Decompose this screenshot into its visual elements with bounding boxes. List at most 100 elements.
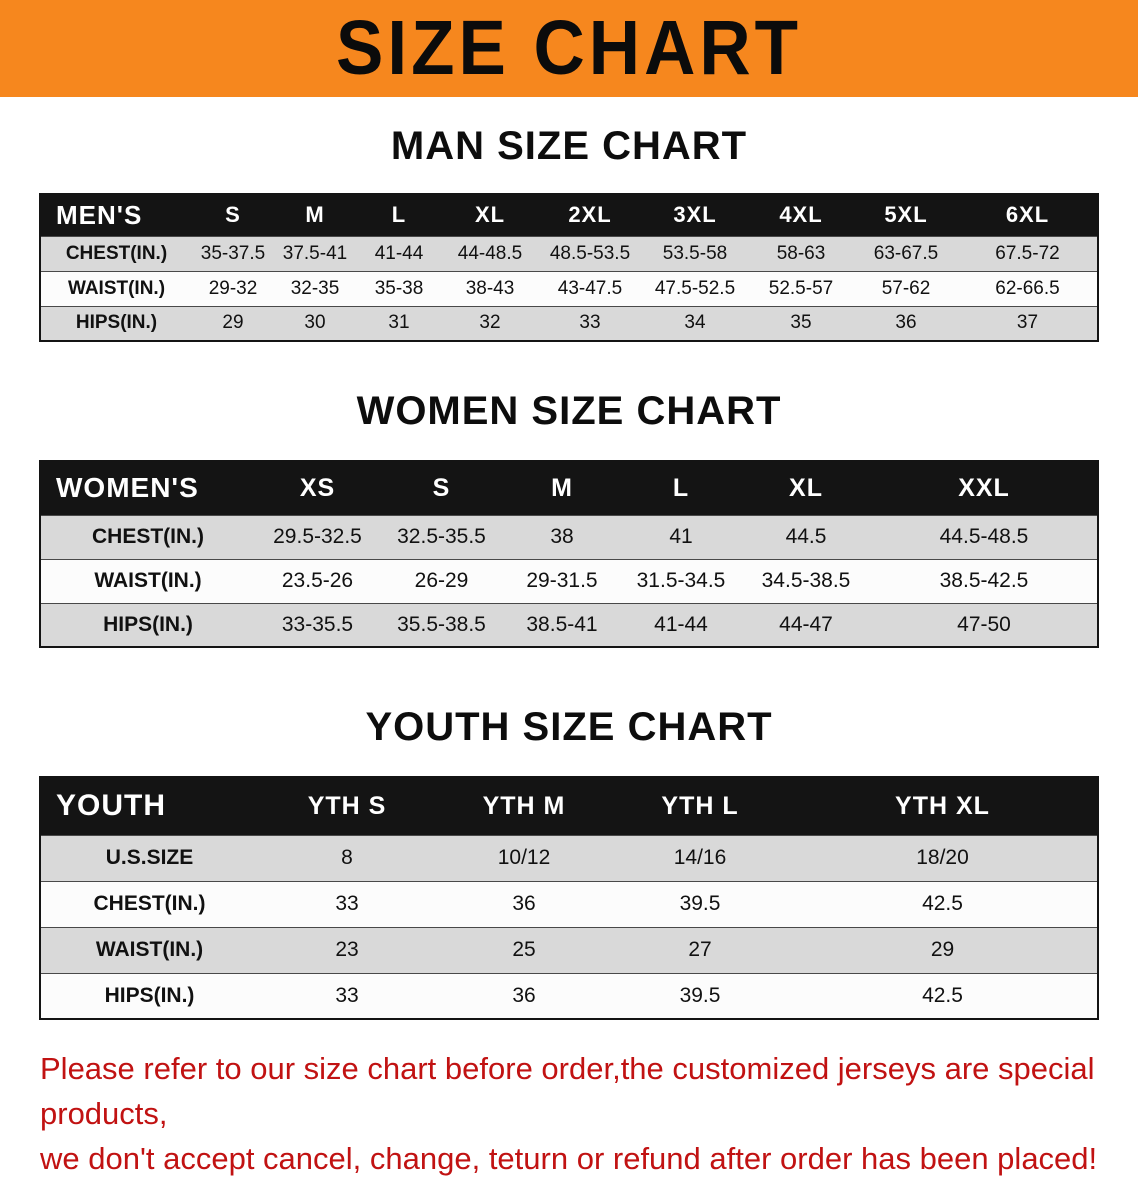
- youth-col-s: YTH S: [258, 776, 436, 836]
- size-cell: 33: [538, 305, 642, 342]
- size-cell: 34.5-38.5: [741, 558, 871, 604]
- size-cell: 31: [356, 305, 442, 342]
- row-label: HIPS(IN.): [40, 305, 192, 342]
- men-col-xl: XL: [442, 193, 538, 237]
- size-cell: 38-43: [442, 270, 538, 307]
- row-label: CHEST(IN.): [40, 880, 258, 928]
- women-header-row: WOMEN'S XS S M L XL XXL: [40, 460, 1098, 516]
- size-cell: 18/20: [788, 834, 1098, 882]
- youth-size-table: YOUTH YTH S YTH M YTH L YTH XL U.S.SIZE …: [39, 776, 1099, 1020]
- men-col-5xl: 5XL: [854, 193, 958, 237]
- size-cell: 35-37.5: [192, 235, 274, 272]
- row-label: HIPS(IN.): [40, 972, 258, 1020]
- youth-section-heading: YOUTH SIZE CHART: [365, 705, 773, 749]
- banner: SIZE CHART: [0, 0, 1138, 97]
- men-col-2xl: 2XL: [538, 193, 642, 237]
- size-cell: 44.5: [741, 514, 871, 560]
- size-cell: 52.5-57: [748, 270, 854, 307]
- women-chest-row: CHEST(IN.) 29.5-32.5 32.5-35.5 38 41 44.…: [40, 514, 1098, 560]
- size-cell: 29: [192, 305, 274, 342]
- size-cell: 44.5-48.5: [871, 514, 1098, 560]
- size-cell: 62-66.5: [958, 270, 1098, 307]
- men-header-row: MEN'S S M L XL 2XL 3XL 4XL 5XL 6XL: [40, 193, 1098, 237]
- size-cell: 31.5-34.5: [621, 558, 741, 604]
- size-cell: 58-63: [748, 235, 854, 272]
- disclaimer-line-1: Please refer to our size chart before or…: [40, 1051, 1095, 1131]
- size-cell: 36: [436, 880, 612, 928]
- women-col-xs: XS: [255, 460, 380, 516]
- size-cell: 42.5: [788, 880, 1098, 928]
- women-section-heading: WOMEN SIZE CHART: [356, 389, 782, 433]
- women-col-s: S: [380, 460, 503, 516]
- row-label: WAIST(IN.): [40, 926, 258, 974]
- size-cell: 35-38: [356, 270, 442, 307]
- row-label: WAIST(IN.): [40, 558, 255, 604]
- men-hips-row: HIPS(IN.) 29 30 31 32 33 34 35 36 37: [40, 305, 1098, 342]
- size-cell: 41-44: [356, 235, 442, 272]
- disclaimer-line-2: we don't accept cancel, change, teturn o…: [40, 1141, 1098, 1176]
- size-cell: 38: [503, 514, 621, 560]
- size-cell: 38.5-41: [503, 602, 621, 648]
- men-col-m: M: [274, 193, 356, 237]
- size-cell: 29-31.5: [503, 558, 621, 604]
- size-cell: 42.5: [788, 972, 1098, 1020]
- size-cell: 27: [612, 926, 788, 974]
- size-cell: 32-35: [274, 270, 356, 307]
- men-size-table: MEN'S S M L XL 2XL 3XL 4XL 5XL 6XL CHEST…: [39, 193, 1099, 342]
- size-cell: 43-47.5: [538, 270, 642, 307]
- size-cell: 38.5-42.5: [871, 558, 1098, 604]
- men-col-s: S: [192, 193, 274, 237]
- size-cell: 36: [436, 972, 612, 1020]
- size-cell: 41: [621, 514, 741, 560]
- youth-ussize-row: U.S.SIZE 8 10/12 14/16 18/20: [40, 834, 1098, 882]
- women-waist-row: WAIST(IN.) 23.5-26 26-29 29-31.5 31.5-34…: [40, 558, 1098, 604]
- size-cell: 57-62: [854, 270, 958, 307]
- size-cell: 14/16: [612, 834, 788, 882]
- men-chest-row: CHEST(IN.) 35-37.5 37.5-41 41-44 44-48.5…: [40, 235, 1098, 272]
- size-cell: 39.5: [612, 880, 788, 928]
- youth-waist-row: WAIST(IN.) 23 25 27 29: [40, 926, 1098, 974]
- size-cell: 33: [258, 880, 436, 928]
- size-cell: 36: [854, 305, 958, 342]
- men-col-4xl: 4XL: [748, 193, 854, 237]
- size-cell: 25: [436, 926, 612, 974]
- size-cell: 63-67.5: [854, 235, 958, 272]
- size-cell: 8: [258, 834, 436, 882]
- women-col-m: M: [503, 460, 621, 516]
- women-col-l: L: [621, 460, 741, 516]
- size-cell: 29.5-32.5: [255, 514, 380, 560]
- size-cell: 37: [958, 305, 1098, 342]
- page-title: SIZE CHART: [336, 5, 802, 92]
- size-cell: 44-48.5: [442, 235, 538, 272]
- size-cell: 47-50: [871, 602, 1098, 648]
- size-cell: 29: [788, 926, 1098, 974]
- row-label: U.S.SIZE: [40, 834, 258, 882]
- size-cell: 29-32: [192, 270, 274, 307]
- row-label: HIPS(IN.): [40, 602, 255, 648]
- size-cell: 47.5-52.5: [642, 270, 748, 307]
- row-label: CHEST(IN.): [40, 235, 192, 272]
- size-cell: 67.5-72: [958, 235, 1098, 272]
- row-label: WAIST(IN.): [40, 270, 192, 307]
- size-cell: 33: [258, 972, 436, 1020]
- youth-col-xl: YTH XL: [788, 776, 1098, 836]
- size-cell: 23.5-26: [255, 558, 380, 604]
- size-cell: 35: [748, 305, 854, 342]
- women-col-xl: XL: [741, 460, 871, 516]
- size-cell: 32.5-35.5: [380, 514, 503, 560]
- men-col-6xl: 6XL: [958, 193, 1098, 237]
- size-cell: 37.5-41: [274, 235, 356, 272]
- youth-col-l: YTH L: [612, 776, 788, 836]
- row-label: CHEST(IN.): [40, 514, 255, 560]
- size-cell: 35.5-38.5: [380, 602, 503, 648]
- men-section-heading: MAN SIZE CHART: [390, 124, 748, 168]
- size-cell: 32: [442, 305, 538, 342]
- size-cell: 39.5: [612, 972, 788, 1020]
- size-cell: 23: [258, 926, 436, 974]
- men-col-3xl: 3XL: [642, 193, 748, 237]
- size-cell: 34: [642, 305, 748, 342]
- youth-header-row: YOUTH YTH S YTH M YTH L YTH XL: [40, 776, 1098, 836]
- women-size-table: WOMEN'S XS S M L XL XXL CHEST(IN.) 29.5-…: [39, 460, 1099, 648]
- youth-table-label: YOUTH: [40, 776, 258, 836]
